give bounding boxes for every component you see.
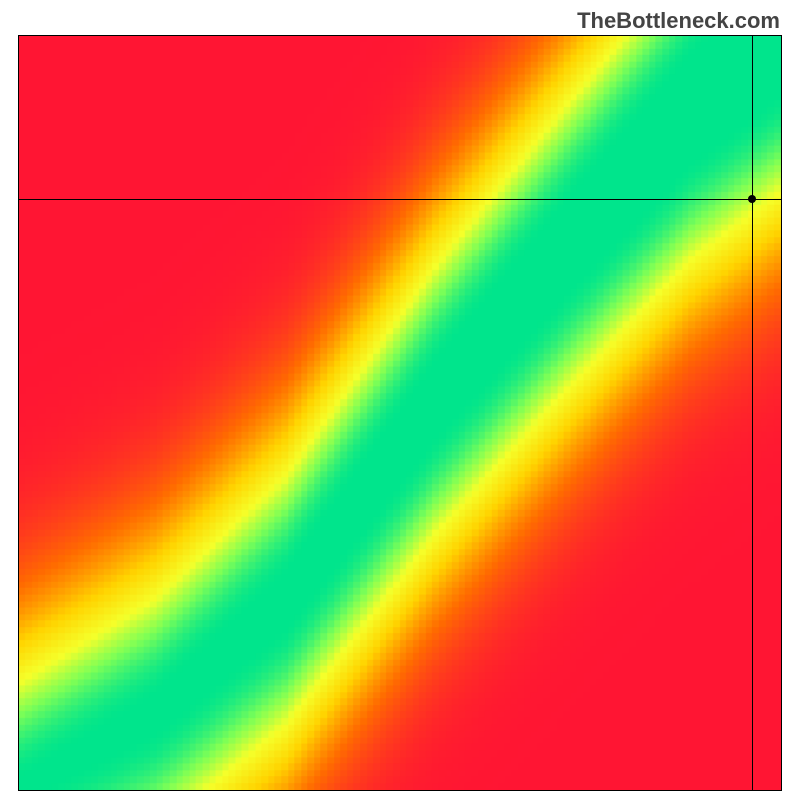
- intersection-marker: [748, 195, 756, 203]
- watermark-text: TheBottleneck.com: [577, 8, 780, 34]
- heatmap-chart: [18, 35, 782, 791]
- heatmap-canvas: [19, 36, 781, 790]
- crosshair-vertical: [752, 36, 753, 790]
- crosshair-horizontal: [19, 199, 781, 200]
